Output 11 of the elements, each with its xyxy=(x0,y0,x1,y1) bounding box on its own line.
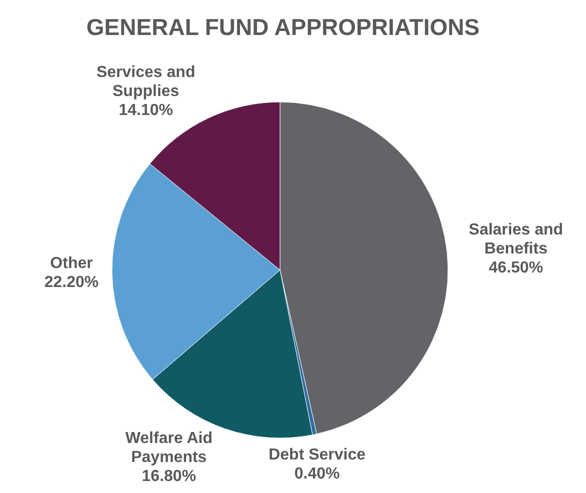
data-label: 22.20% xyxy=(44,274,99,291)
slice-label: Other xyxy=(50,254,93,272)
slice-label: Services and Supplies xyxy=(96,64,196,100)
slice-label: Welfare Aid Payments xyxy=(125,430,212,466)
data-label: 16.80% xyxy=(142,468,196,486)
data-label: 0.40% xyxy=(294,465,340,482)
data-label: 46.50% xyxy=(488,259,544,276)
slice-label: Salaries and Benefits xyxy=(468,221,564,258)
chart-title: GENERAL FUND APPROPRIATIONS xyxy=(86,14,480,40)
data-label: 14.10% xyxy=(118,102,173,120)
slice-label: Debt Service xyxy=(268,446,366,464)
